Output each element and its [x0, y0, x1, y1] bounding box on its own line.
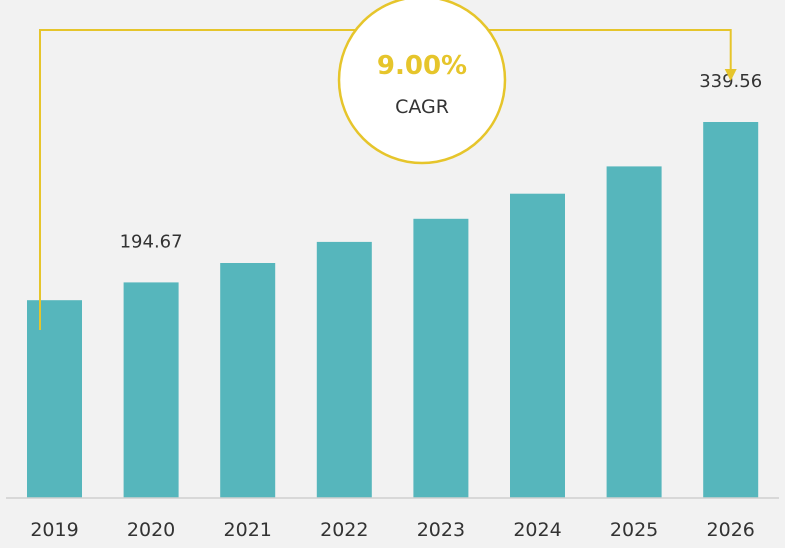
x-tick-2019: 2019: [30, 519, 78, 541]
bar-2024: [510, 193, 565, 498]
cagr-circle: [337, 0, 507, 165]
data-labels: 194.67 339.56: [120, 71, 763, 252]
x-tick-2020: 2020: [127, 519, 175, 541]
cagr-label: CAGR: [395, 96, 449, 118]
data-label-2020: 194.67: [120, 231, 183, 252]
bar-2022: [316, 241, 372, 498]
x-tick-2025: 2025: [610, 519, 658, 541]
x-tick-2023: 2023: [417, 519, 465, 541]
cagr-value: 9.00%: [377, 51, 467, 81]
bar-2023: [413, 218, 469, 499]
x-tick-2026: 2026: [707, 519, 755, 541]
x-tick-labels: 2019 2020 2021 2022 2023 2024 2025 2026: [30, 519, 755, 541]
cagr-arrowhead-icon: [724, 69, 737, 81]
x-tick-2021: 2021: [224, 519, 272, 541]
x-tick-2024: 2024: [513, 519, 561, 541]
bar-2025: [606, 166, 662, 498]
bar-2020: [123, 282, 179, 498]
cagr-connector-left: [39, 29, 360, 330]
bars-group: [27, 122, 759, 499]
bar-2019: [27, 300, 82, 498]
data-label-2026: 339.56: [699, 71, 762, 92]
cagr-annotation: 9.00% CAGR: [39, 0, 737, 330]
x-tick-2022: 2022: [320, 519, 368, 541]
bar-2021: [220, 263, 276, 498]
cagr-connector-right: [484, 29, 732, 72]
bar-2026: [703, 122, 759, 498]
